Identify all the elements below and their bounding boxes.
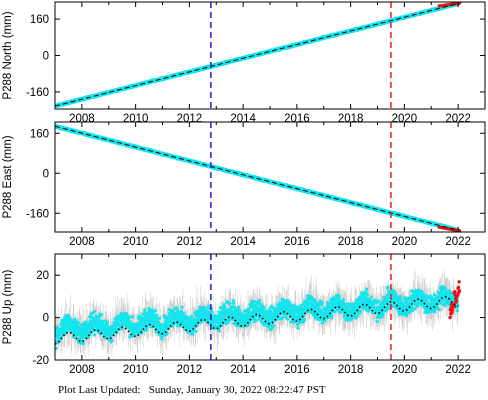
- panel-north: 2008 2010 2012 2014 2016 2018 2020 2022-1600160…: [2, 1, 486, 125]
- model-line-north: [55, 3, 459, 107]
- plot-area-east: [55, 123, 462, 232]
- plot-area-north: [55, 2, 462, 108]
- y-tick-label: -160: [26, 87, 49, 99]
- y-axis-label-north: P288 North (mm): [2, 11, 14, 99]
- panel-frame-north: [54, 1, 486, 110]
- panel-east: 2008 2010 2012 2014 2016 2018 2020 2022-1600160…: [2, 121, 486, 248]
- y-tick-label: 160: [30, 14, 49, 26]
- y-tick-label: 0: [43, 51, 49, 63]
